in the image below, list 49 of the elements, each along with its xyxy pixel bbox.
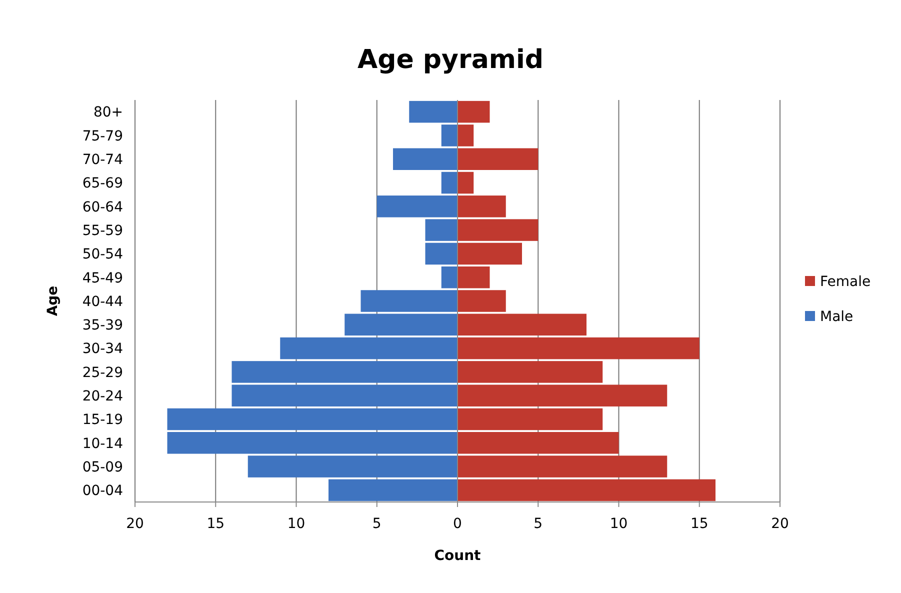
y-tick-label: 05-09 bbox=[82, 459, 123, 476]
x-tick-label: 10 bbox=[287, 516, 306, 532]
bar bbox=[425, 242, 458, 265]
legend-label: Female bbox=[820, 274, 871, 290]
bar bbox=[458, 408, 603, 430]
y-tick-label: 00-04 bbox=[82, 483, 124, 500]
bar bbox=[458, 266, 490, 288]
bar bbox=[458, 337, 700, 360]
y-tick-label: 80+ bbox=[93, 104, 123, 121]
y-tick-label: 35-39 bbox=[82, 318, 123, 334]
x-tick-label: 20 bbox=[771, 516, 789, 532]
y-axis-title: Age bbox=[45, 286, 61, 316]
bar bbox=[458, 242, 522, 265]
bar bbox=[328, 479, 458, 502]
x-tick-label: 10 bbox=[610, 516, 628, 532]
y-tick-label: 70-74 bbox=[82, 152, 124, 168]
x-tick-label: 15 bbox=[690, 516, 708, 532]
bar bbox=[280, 337, 458, 360]
y-tick-label: 30-34 bbox=[82, 341, 124, 358]
y-tick-label: 20-24 bbox=[82, 388, 124, 404]
chart-title: Age pyramid bbox=[358, 45, 544, 75]
x-tick-label: 15 bbox=[206, 516, 225, 532]
bar bbox=[360, 290, 458, 312]
bar bbox=[441, 266, 458, 288]
x-tick-label: 5 bbox=[372, 516, 382, 532]
x-tick-label: 5 bbox=[534, 516, 543, 532]
y-tick-label: 55-59 bbox=[82, 222, 123, 239]
bar bbox=[458, 100, 490, 123]
bar bbox=[344, 314, 458, 336]
bar bbox=[458, 290, 506, 312]
y-tick-label: 50-54 bbox=[82, 246, 124, 263]
y-tick-label: 75-79 bbox=[82, 128, 123, 144]
x-axis-title: Count bbox=[434, 548, 482, 564]
bar bbox=[441, 172, 458, 194]
y-tick-label: 65-69 bbox=[82, 176, 123, 192]
x-tick-label: 20 bbox=[126, 516, 144, 532]
bar bbox=[458, 479, 716, 502]
legend-label: Male bbox=[820, 308, 854, 325]
bar bbox=[167, 408, 458, 430]
y-tick-label: 40-44 bbox=[82, 294, 124, 310]
bar bbox=[458, 314, 586, 336]
x-tick-label: 0 bbox=[453, 516, 462, 532]
y-tick-label: 10-14 bbox=[82, 436, 124, 452]
bar bbox=[458, 172, 474, 194]
y-tick-label: 45-49 bbox=[82, 270, 123, 286]
y-tick-label: 15-19 bbox=[82, 412, 123, 428]
y-tick-label: 25-29 bbox=[82, 364, 123, 381]
y-tick-label: 60-64 bbox=[82, 199, 124, 216]
bar bbox=[409, 100, 458, 123]
